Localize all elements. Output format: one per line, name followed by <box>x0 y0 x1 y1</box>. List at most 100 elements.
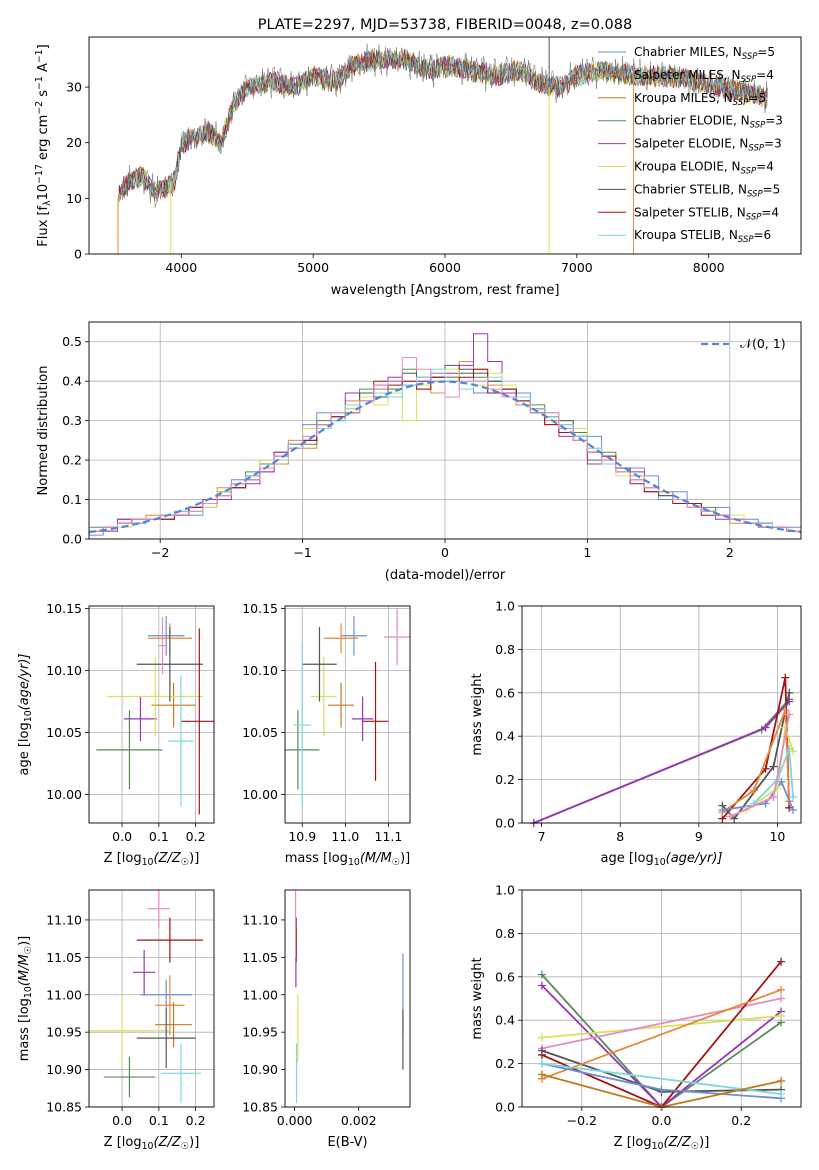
x-tick-label: 10 <box>769 829 785 844</box>
legend-label-count: =4 <box>756 160 774 174</box>
y-tick-label: 0.6 <box>495 685 515 700</box>
spectrum-line-salpeter_stelib <box>118 49 768 199</box>
axes-frame <box>284 605 411 824</box>
y-tick-label: 10.85 <box>46 1100 82 1115</box>
weight-marker-extra_pink <box>726 812 735 821</box>
weight-line-salpeter_miles <box>721 709 791 813</box>
y-tick-label: 10.15 <box>46 601 82 616</box>
legend-label-count: =5 <box>757 45 775 59</box>
y-tick-label: 11.10 <box>242 912 278 927</box>
y-tick-label: 0.8 <box>495 642 515 657</box>
mass-vs-ebv-panel-xlabel: E(B-V) <box>327 1135 367 1150</box>
legend-label-text: Kroupa STELIB, N <box>634 228 738 242</box>
legend-label: Salpeter STELIB, NSSP=4 <box>634 205 779 222</box>
age-vs-z-panel-xlabel-part: (Z/Z <box>154 851 182 866</box>
mass-vs-z-panel-ylabel-part: )] <box>17 936 32 946</box>
spectrum-ylabel-part: Flux [f <box>36 205 51 246</box>
legend-label: Salpeter MILES, NSSP=4 <box>634 68 774 85</box>
spectrum-ylabel: Flux [fλ10−17 erg cm−2 s−1 A−1] <box>34 44 53 246</box>
spectrum-ylabel-part: λ <box>42 200 53 206</box>
x-tick-label: 11.0 <box>331 829 359 844</box>
legend-label: Salpeter ELODIE, NSSP=3 <box>634 137 782 154</box>
weight-vs-age-panel-ylabel: mass weight <box>470 673 485 755</box>
spectrum-ylabel-part: erg cm <box>36 115 51 164</box>
x-tick-label: 0.0 <box>112 1113 132 1128</box>
x-tick-label: 10.9 <box>288 829 316 844</box>
legend-label-sub: SSP <box>746 212 762 222</box>
residual-histogram-panel: −2 −1 0 1 2 0.0 0.1 0.2 0.3 0.4 0.5 𝒩(0, 1) (data-mo… <box>36 321 802 583</box>
x-tick-label: 0.002 <box>341 1113 377 1128</box>
y-tick-label: 1.0 <box>495 599 515 614</box>
age-vs-z-panel-xlabel-part: Z [log <box>104 851 142 866</box>
legend-label: Chabrier ELODIE, NSSP=3 <box>634 114 783 131</box>
weight-vs-z-panel-xlabel: Z [log10(Z/Z☉)] <box>614 1135 710 1152</box>
y-tick-label: 11.00 <box>46 987 82 1002</box>
age-vs-z-panel-ylabel: age [log10(age/yr)] <box>17 654 34 776</box>
weight-marker-salpeter_elodie <box>537 981 546 990</box>
y-tick-label: 0.1 <box>62 492 82 507</box>
weight-vs-z-panel-xlabel-part: )] <box>699 1135 709 1150</box>
mass-vs-ebv-panel: 0.000 0.002 10.85 10.90 10.95 11.00 11.05 11.10… <box>242 889 411 1150</box>
y-tick-label: 0.5 <box>62 334 82 349</box>
legend-label-text: Chabrier MILES, N <box>634 45 742 59</box>
weight-marker-extra_pink <box>777 994 786 1003</box>
weight-marker-chabrier_elodie <box>537 970 546 979</box>
weight-marker-kroupa_stelib <box>789 792 798 801</box>
weight-marker-chabrier_stelib <box>769 762 778 771</box>
mass-vs-z-panel-xlabel: Z [log10(Z/Z☉)] <box>104 1135 200 1152</box>
y-tick-label: 0.4 <box>495 1013 515 1028</box>
mass-vs-z-panel: 0.0 0.1 0.2 10.85 10.90 10.95 11.00 11.05 11.10 Z… <box>17 889 215 1152</box>
weight-marker-salpeter_miles <box>749 786 758 795</box>
spectrum-ylabel-part: −17 <box>34 164 45 184</box>
x-tick-label: −1 <box>293 545 311 560</box>
y-tick-label: 11.10 <box>46 912 82 927</box>
legend-label-normal: 𝒩(0, 1) <box>740 336 786 351</box>
x-tick-label: 11.1 <box>375 829 403 844</box>
weight-line-chabrier_elodie <box>541 973 782 1107</box>
weight-marker-salpeter_miles <box>781 706 790 715</box>
weight-marker-chabrier_stelib <box>785 688 794 697</box>
legend-label-count: =3 <box>765 114 783 128</box>
weight-marker-chabrier_stelib <box>537 1046 546 1055</box>
x-tick-label: 0.2 <box>731 1113 751 1128</box>
weight-marker-kroupa_stelib <box>785 745 794 754</box>
weight-line-salpeter_elodie <box>533 700 790 823</box>
spectrum-panel: 4000 5000 6000 7000 8000 0 10 20 30 PLATE=2297, M… <box>34 17 802 298</box>
legend-label-sub: SSP <box>748 144 764 154</box>
age-vs-z-panel-xlabel-part: )] <box>189 851 199 866</box>
mass-vs-z-panel-xlabel-part: (Z/Z <box>154 1135 182 1150</box>
weight-line-salpeter_miles <box>541 988 782 1080</box>
legend-label-sub: SSP <box>741 167 757 177</box>
y-tick-label: 10 <box>66 191 82 206</box>
x-tick-label: 7 <box>538 829 546 844</box>
spectrum-xlabel: wavelength [Angstrom, rest frame] <box>331 283 560 298</box>
legend-label-count: =5 <box>763 182 781 196</box>
weight-marker-kroupa_miles <box>777 1076 786 1085</box>
x-tick-label: 8 <box>616 829 624 844</box>
age-vs-z-panel-xlabel-part: ☉ <box>181 857 189 868</box>
axes-frame <box>284 889 411 1108</box>
age-vs-z-panel-xlabel-part: 10 <box>142 857 154 868</box>
y-tick-label: 0.6 <box>495 969 515 984</box>
mass-vs-z-panel-ylabel: mass [log10(M/M☉)] <box>17 936 34 1062</box>
legend-label-sub: SSP <box>733 98 749 108</box>
y-tick-label: 10.15 <box>242 601 278 616</box>
y-tick-label: 10.85 <box>242 1100 278 1115</box>
weight-line-chabrier_elodie <box>533 698 790 823</box>
y-tick-label: 0.0 <box>62 532 82 547</box>
y-tick-label: 0.2 <box>495 1056 515 1071</box>
weight-marker-salpeter_elodie <box>761 723 770 732</box>
spectrum-ylabel-part: −2 <box>34 101 45 115</box>
age-vs-mass-panel-xlabel: mass [log10(M/M☉)] <box>285 851 411 868</box>
legend-label: Kroupa ELODIE, NSSP=4 <box>634 160 774 177</box>
weight-vs-z-panel-ylabel: mass weight <box>470 957 485 1039</box>
legend-label-text: Chabrier STELIB, N <box>634 182 747 196</box>
y-tick-label: 0.0 <box>495 1100 515 1115</box>
y-tick-label: 0 <box>74 247 82 262</box>
weight-marker-extra_pink <box>785 710 794 719</box>
spectrum-line-chabrier_stelib <box>118 43 768 208</box>
weight-vs-z-panel-xlabel-part: 10 <box>652 1141 664 1152</box>
